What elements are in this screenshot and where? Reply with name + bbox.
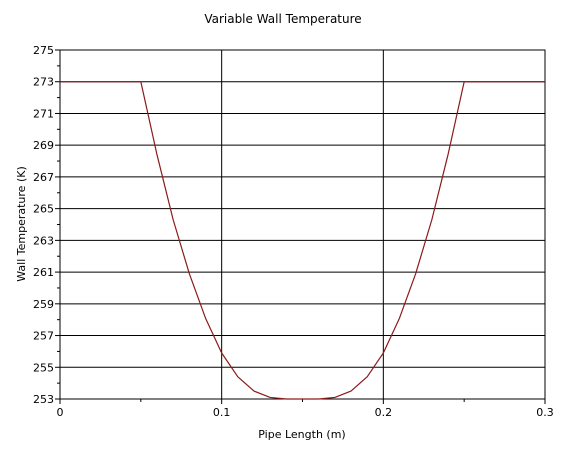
- x-tick-label: 0.1: [213, 406, 231, 419]
- chart-title: Variable Wall Temperature: [204, 12, 361, 26]
- y-tick-label: 253: [33, 393, 54, 406]
- axis-ticks: [55, 49, 546, 404]
- y-tick-label: 263: [33, 234, 54, 247]
- y-tick-label: 257: [33, 330, 54, 343]
- y-tick-label: 267: [33, 171, 54, 184]
- y-tick-label: 259: [33, 298, 54, 311]
- grid-lines: [60, 50, 545, 399]
- x-tick-label: 0.2: [375, 406, 393, 419]
- y-tick-label: 269: [33, 139, 54, 152]
- x-tick-label: 0: [57, 406, 64, 419]
- y-tick-label: 271: [33, 107, 54, 120]
- tick-labels: 253 255 257 259 261 263 265 267 269 271 273 275 0 0.1…: [33, 44, 554, 419]
- y-tick-label: 275: [33, 44, 54, 57]
- y-tick-label: 265: [33, 203, 54, 216]
- x-axis-label: Pipe Length (m): [258, 428, 345, 441]
- y-tick-label: 273: [33, 76, 54, 89]
- plot-frame: [59, 49, 546, 400]
- y-axis-label: Wall Temperature (K): [15, 166, 28, 282]
- series-line: [60, 81, 545, 400]
- y-tick-label: 261: [33, 266, 54, 279]
- x-tick-label: 0.3: [536, 406, 554, 419]
- plot-area: 253 255 257 259 261 263 265 267 269 271 273 275 0 0.1…: [33, 44, 554, 419]
- y-tick-label: 255: [33, 361, 54, 374]
- series-group: [60, 81, 545, 400]
